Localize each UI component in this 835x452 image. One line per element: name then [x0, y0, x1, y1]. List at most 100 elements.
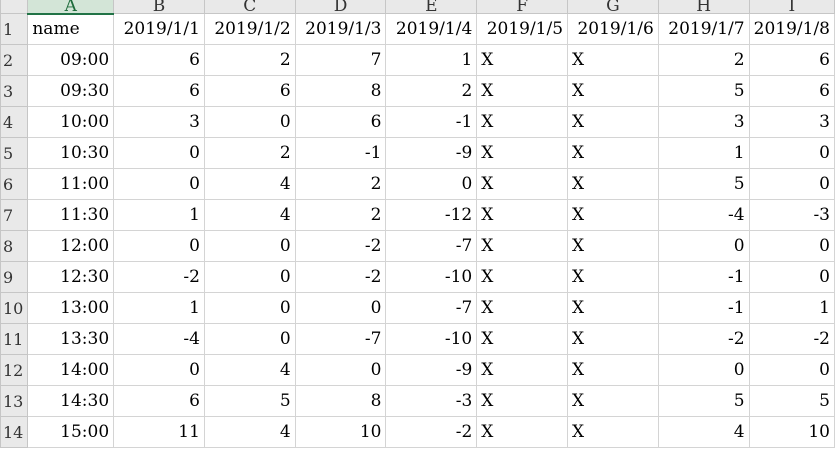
select-all-corner[interactable] — [0, 0, 29, 14]
cell-b8[interactable]: 0 — [113, 230, 205, 262]
cell-b12[interactable]: 0 — [113, 354, 205, 386]
cell-h2[interactable]: 2 — [657, 44, 750, 76]
cell-i4[interactable]: 3 — [748, 106, 835, 138]
column-header-d[interactable]: D — [294, 0, 387, 14]
cell-b3[interactable]: 6 — [113, 75, 205, 107]
cell-h12[interactable]: 0 — [657, 354, 750, 386]
cell-b2[interactable]: 6 — [113, 44, 205, 76]
cell-i1[interactable]: 2019/1/8 — [748, 13, 835, 45]
cell-e9[interactable]: -10 — [385, 261, 478, 293]
cell-i2[interactable]: 6 — [748, 44, 835, 76]
column-header-a[interactable]: A — [27, 0, 115, 15]
row-header[interactable]: 7 — [0, 199, 29, 231]
cell-a12[interactable]: 14:00 — [27, 354, 115, 386]
cell-e3[interactable]: 2 — [385, 75, 478, 107]
cell-g10[interactable]: X — [567, 292, 659, 324]
cell-i5[interactable]: 0 — [748, 137, 835, 169]
row-header[interactable]: 14 — [0, 416, 29, 448]
cell-a3[interactable]: 09:30 — [27, 75, 115, 107]
row-header[interactable]: 1 — [0, 13, 29, 45]
cell-h13[interactable]: 5 — [657, 385, 750, 417]
cell-g5[interactable]: X — [567, 137, 659, 169]
cell-i7[interactable]: -3 — [748, 199, 835, 231]
cell-c6[interactable]: 4 — [203, 168, 296, 200]
cell-d10[interactable]: 0 — [294, 292, 387, 324]
cell-a1[interactable]: name — [27, 13, 115, 45]
cell-h1[interactable]: 2019/1/7 — [657, 13, 750, 45]
cell-d11[interactable]: -7 — [294, 323, 387, 355]
cell-g12[interactable]: X — [567, 354, 659, 386]
cell-f13[interactable]: X — [476, 385, 569, 417]
cell-b11[interactable]: -4 — [113, 323, 205, 355]
cell-c11[interactable]: 0 — [203, 323, 296, 355]
cell-i12[interactable]: 0 — [748, 354, 835, 386]
cell-h3[interactable]: 5 — [657, 75, 750, 107]
cell-c2[interactable]: 2 — [203, 44, 296, 76]
cell-f4[interactable]: X — [476, 106, 569, 138]
cell-i14[interactable]: 10 — [748, 416, 835, 448]
cell-f8[interactable]: X — [476, 230, 569, 262]
cell-f6[interactable]: X — [476, 168, 569, 200]
cell-i9[interactable]: 0 — [748, 261, 835, 293]
cell-c10[interactable]: 0 — [203, 292, 296, 324]
cell-g3[interactable]: X — [567, 75, 659, 107]
cell-h6[interactable]: 5 — [657, 168, 750, 200]
cell-a6[interactable]: 11:00 — [27, 168, 115, 200]
cell-a10[interactable]: 13:00 — [27, 292, 115, 324]
column-header-e[interactable]: E — [385, 0, 478, 14]
cell-f5[interactable]: X — [476, 137, 569, 169]
cell-d14[interactable]: 10 — [294, 416, 387, 448]
cell-a13[interactable]: 14:30 — [27, 385, 115, 417]
column-header-b[interactable]: B — [113, 0, 205, 14]
cell-i6[interactable]: 0 — [748, 168, 835, 200]
cell-e8[interactable]: -7 — [385, 230, 478, 262]
row-header[interactable]: 8 — [0, 230, 29, 262]
cell-d6[interactable]: 2 — [294, 168, 387, 200]
row-header[interactable]: 10 — [0, 292, 29, 324]
cell-g8[interactable]: X — [567, 230, 659, 262]
cell-e7[interactable]: -12 — [385, 199, 478, 231]
cell-c8[interactable]: 0 — [203, 230, 296, 262]
cell-f7[interactable]: X — [476, 199, 569, 231]
cell-f1[interactable]: 2019/1/5 — [476, 13, 569, 45]
cell-c3[interactable]: 6 — [203, 75, 296, 107]
cell-f12[interactable]: X — [476, 354, 569, 386]
cell-f2[interactable]: X — [476, 44, 569, 76]
cell-d13[interactable]: 8 — [294, 385, 387, 417]
cell-d12[interactable]: 0 — [294, 354, 387, 386]
cell-h7[interactable]: -4 — [657, 199, 750, 231]
cell-c13[interactable]: 5 — [203, 385, 296, 417]
cell-b4[interactable]: 3 — [113, 106, 205, 138]
cell-a9[interactable]: 12:30 — [27, 261, 115, 293]
cell-g11[interactable]: X — [567, 323, 659, 355]
row-header[interactable]: 4 — [0, 106, 29, 138]
row-header[interactable]: 5 — [0, 137, 29, 169]
cell-c7[interactable]: 4 — [203, 199, 296, 231]
cell-c5[interactable]: 2 — [203, 137, 296, 169]
column-header-c[interactable]: C — [203, 0, 296, 14]
cell-e4[interactable]: -1 — [385, 106, 478, 138]
cell-g6[interactable]: X — [567, 168, 659, 200]
cell-g14[interactable]: X — [567, 416, 659, 448]
cell-c14[interactable]: 4 — [203, 416, 296, 448]
cell-g4[interactable]: X — [567, 106, 659, 138]
column-header-g[interactable]: G — [567, 0, 659, 14]
cell-d8[interactable]: -2 — [294, 230, 387, 262]
cell-d2[interactable]: 7 — [294, 44, 387, 76]
cell-g1[interactable]: 2019/1/6 — [567, 13, 659, 45]
cell-d1[interactable]: 2019/1/3 — [294, 13, 387, 45]
cell-e1[interactable]: 2019/1/4 — [385, 13, 478, 45]
cell-a11[interactable]: 13:30 — [27, 323, 115, 355]
cell-h4[interactable]: 3 — [657, 106, 750, 138]
cell-e10[interactable]: -7 — [385, 292, 478, 324]
cell-a8[interactable]: 12:00 — [27, 230, 115, 262]
cell-b9[interactable]: -2 — [113, 261, 205, 293]
cell-c4[interactable]: 0 — [203, 106, 296, 138]
cell-g13[interactable]: X — [567, 385, 659, 417]
cell-f14[interactable]: X — [476, 416, 569, 448]
cell-g9[interactable]: X — [567, 261, 659, 293]
cell-b14[interactable]: 11 — [113, 416, 205, 448]
cell-c9[interactable]: 0 — [203, 261, 296, 293]
row-header[interactable]: 13 — [0, 385, 29, 417]
cell-a7[interactable]: 11:30 — [27, 199, 115, 231]
